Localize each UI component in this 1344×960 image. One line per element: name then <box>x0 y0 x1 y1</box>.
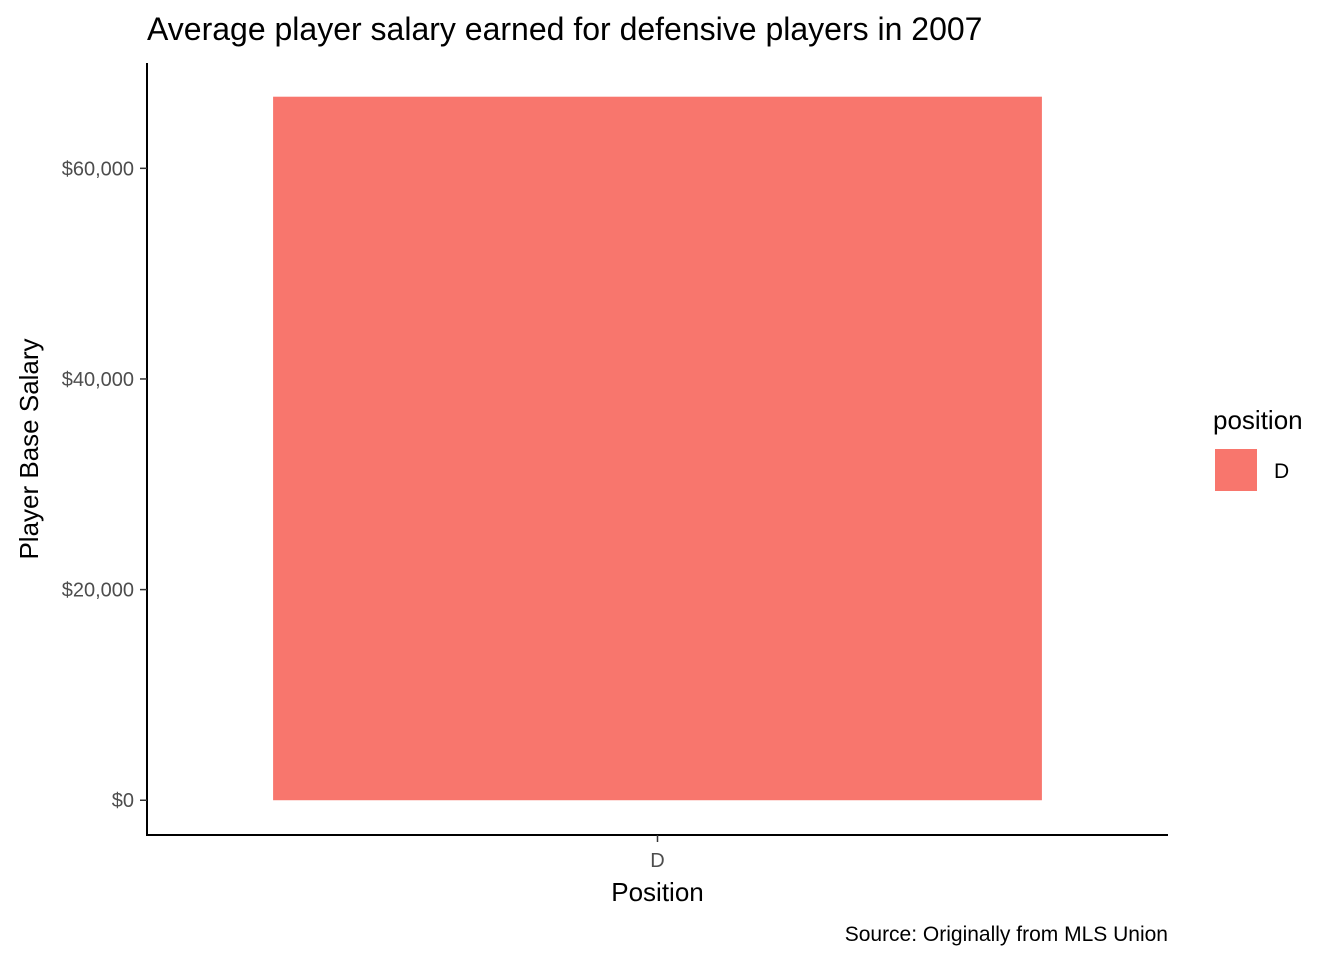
y-tick-label: $40,000 <box>62 369 134 391</box>
y-axis-ticks: $0 $20,000 $40,000 $60,000 <box>62 158 147 812</box>
chart-caption: Source: Originally from MLS Union <box>845 923 1168 946</box>
legend-label: D <box>1274 460 1289 483</box>
legend-title: position <box>1213 405 1303 435</box>
y-axis-title: Player Base Salary <box>14 338 44 559</box>
y-tick-label: $20,000 <box>62 580 134 602</box>
bar-D <box>273 96 1042 801</box>
legend: position D <box>1213 405 1303 491</box>
plot-area <box>273 96 1042 801</box>
chart-title: Average player salary earned for defensi… <box>147 11 982 47</box>
y-tick-label: $0 <box>112 790 134 812</box>
legend-swatch <box>1215 449 1257 491</box>
x-axis-ticks: D <box>650 835 665 872</box>
y-tick-label: $60,000 <box>62 158 134 180</box>
x-tick-label: D <box>650 850 664 872</box>
x-axis-title: Position <box>611 877 704 907</box>
legend-entries: D <box>1215 449 1289 491</box>
